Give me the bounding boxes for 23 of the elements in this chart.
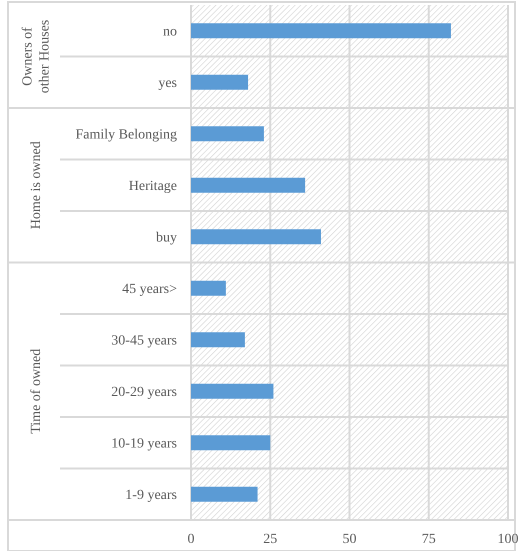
bar	[191, 280, 226, 296]
x-tick-label: 100	[498, 532, 518, 547]
x-tick-label: 75	[422, 532, 436, 547]
y-axis-title: Home is owned	[28, 141, 44, 230]
y-tick-label: 45 years>	[122, 282, 178, 298]
y-tick-label: 1-9 years	[125, 488, 177, 504]
x-tick-label: 50	[342, 532, 356, 547]
y-tick-label: 10-19 years	[111, 436, 177, 452]
y-axis-title: Owners of other Houses	[20, 20, 52, 94]
bar	[191, 332, 245, 348]
y-tick-label: 20-29 years	[111, 385, 177, 400]
y-tick-label: Family Belonging	[76, 128, 177, 143]
y-tick-label: 30-45 years	[111, 334, 177, 349]
y-tick-label: Heritage	[128, 179, 177, 194]
bar	[191, 384, 274, 399]
y-axis-title: Time of owned	[28, 348, 44, 434]
y-tick-label: yes	[158, 76, 177, 92]
bar	[191, 435, 270, 450]
x-tick-label: 25	[263, 532, 278, 547]
x-tick-label: 0	[188, 532, 194, 547]
y-tick-label: no	[163, 24, 177, 40]
y-tick-label: buy	[156, 230, 177, 246]
bar	[191, 486, 258, 502]
